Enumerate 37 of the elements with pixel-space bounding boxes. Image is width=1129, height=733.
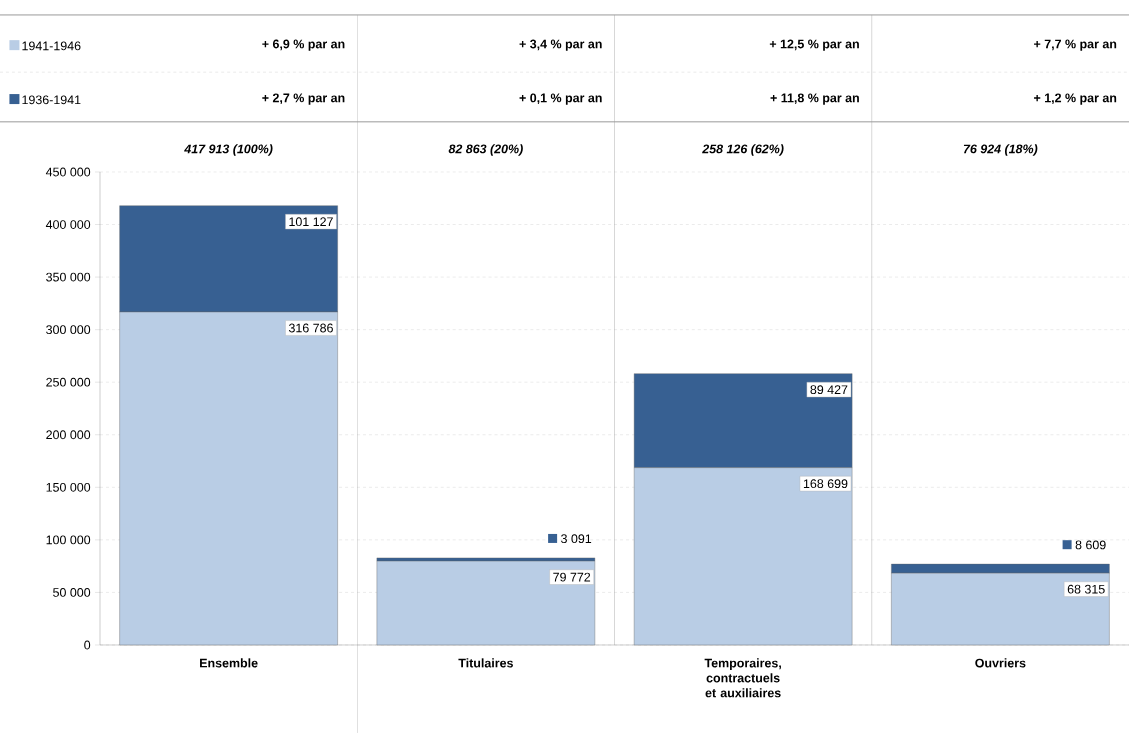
y-tick-label: 100 000 [46,535,91,545]
data-label: 316 786 [288,323,333,333]
y-tick-label: 350 000 [46,272,91,282]
data-label: 8 609 [1075,540,1106,550]
y-tick-label: 400 000 [45,220,91,229]
legend-label: 1941-1946 [22,41,81,51]
text: + 7,7 % par an [1034,39,1117,51]
x-tick-label: Titulaires [458,658,513,668]
data-label: 68 315 [1067,584,1105,594]
data-label: 101 127 [289,217,333,227]
y-tick-label: 250 000 [46,377,91,387]
text: + 1,2 % par an [1034,93,1117,105]
y-tick-label: 200 000 [46,430,91,440]
text: + 0,1 % par an [519,93,602,105]
x-tick-label: Temporaires, contractuels et auxiliaires [704,658,781,698]
y-tick-label: 300 000 [46,325,91,335]
y-tick-label: 0 [84,640,91,650]
text: + 11,8 % par an [770,93,859,105]
text: 258 126 (62%) [702,144,784,156]
text: + 12,5 % par an [769,39,859,51]
legend-label: 1936-1941 [22,95,81,105]
bar [376,560,596,646]
text: 82 863 (20%) [448,144,523,156]
data-label: 168 699 [803,479,848,489]
data-label: 3 091 [561,534,592,544]
data-label: 79 772 [553,572,591,582]
y-tick-label: 150 000 [46,482,91,492]
x-tick-label: Ouvriers [975,658,1026,668]
text: 76 924 (18%) [963,144,1038,156]
x-tick-label: Ensemble [200,658,258,668]
y-tick-label: 450 000 [45,167,91,177]
text: 417 913 (100%) [184,144,273,156]
data-label: 89 427 [810,385,848,395]
y-tick-label: 50 000 [53,588,91,597]
text: + 3,4 % par an [519,39,602,51]
text: + 2,7 % par an [262,93,345,105]
text: + 6,9 % par an [262,39,345,51]
